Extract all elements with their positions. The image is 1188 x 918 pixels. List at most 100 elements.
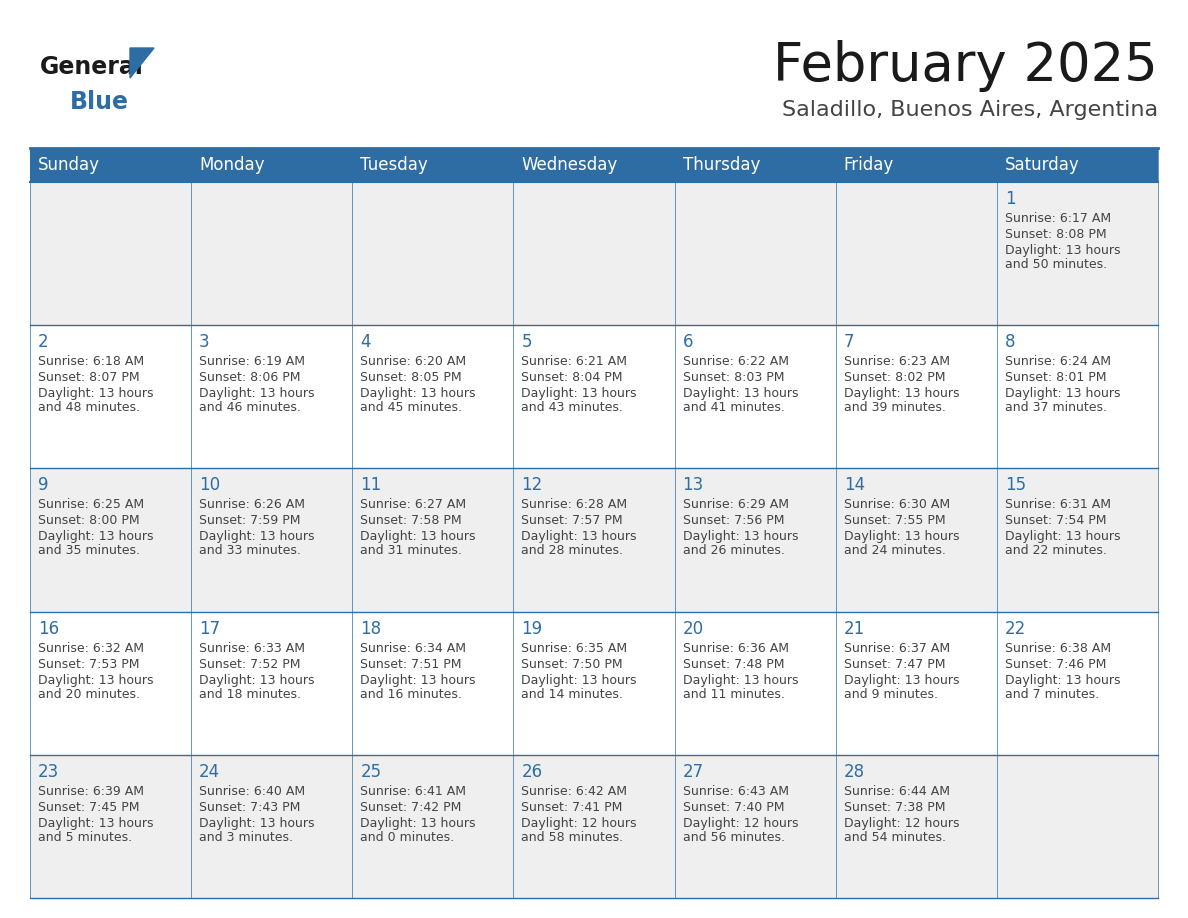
Text: Sunrise: 6:28 AM: Sunrise: 6:28 AM: [522, 498, 627, 511]
Text: and 33 minutes.: and 33 minutes.: [200, 544, 301, 557]
Text: and 45 minutes.: and 45 minutes.: [360, 401, 462, 414]
Text: and 18 minutes.: and 18 minutes.: [200, 688, 301, 700]
Text: Sunrise: 6:33 AM: Sunrise: 6:33 AM: [200, 642, 305, 655]
Text: Blue: Blue: [70, 90, 129, 114]
Text: Tuesday: Tuesday: [360, 156, 428, 174]
Text: Sunrise: 6:22 AM: Sunrise: 6:22 AM: [683, 355, 789, 368]
Text: 10: 10: [200, 476, 220, 495]
Text: Daylight: 13 hours: Daylight: 13 hours: [683, 674, 798, 687]
Text: 2: 2: [38, 333, 49, 352]
Text: Saturday: Saturday: [1005, 156, 1080, 174]
Text: 1: 1: [1005, 190, 1016, 208]
Polygon shape: [129, 48, 154, 78]
Text: Sunrise: 6:34 AM: Sunrise: 6:34 AM: [360, 642, 466, 655]
Text: and 46 minutes.: and 46 minutes.: [200, 401, 301, 414]
Text: Sunset: 7:46 PM: Sunset: 7:46 PM: [1005, 657, 1106, 671]
Text: Daylight: 13 hours: Daylight: 13 hours: [843, 674, 959, 687]
Text: Daylight: 12 hours: Daylight: 12 hours: [522, 817, 637, 830]
Text: Sunrise: 6:26 AM: Sunrise: 6:26 AM: [200, 498, 305, 511]
Bar: [30, 148, 1158, 182]
Text: Sunset: 7:59 PM: Sunset: 7:59 PM: [200, 514, 301, 528]
Text: Daylight: 13 hours: Daylight: 13 hours: [1005, 244, 1120, 257]
Text: Sunrise: 6:30 AM: Sunrise: 6:30 AM: [843, 498, 950, 511]
Text: 7: 7: [843, 333, 854, 352]
Text: Daylight: 13 hours: Daylight: 13 hours: [200, 674, 315, 687]
Text: Sunrise: 6:36 AM: Sunrise: 6:36 AM: [683, 642, 789, 655]
Text: Sunrise: 6:43 AM: Sunrise: 6:43 AM: [683, 785, 789, 798]
Text: 24: 24: [200, 763, 220, 781]
Text: Sunrise: 6:29 AM: Sunrise: 6:29 AM: [683, 498, 789, 511]
Text: 27: 27: [683, 763, 703, 781]
Text: Daylight: 13 hours: Daylight: 13 hours: [200, 531, 315, 543]
Text: Daylight: 13 hours: Daylight: 13 hours: [38, 817, 153, 830]
Text: Sunset: 8:01 PM: Sunset: 8:01 PM: [1005, 371, 1106, 385]
Text: 11: 11: [360, 476, 381, 495]
Bar: [30, 468, 1158, 611]
Text: Sunset: 8:03 PM: Sunset: 8:03 PM: [683, 371, 784, 385]
Text: Sunrise: 6:19 AM: Sunrise: 6:19 AM: [200, 355, 305, 368]
Text: Daylight: 13 hours: Daylight: 13 hours: [360, 387, 475, 400]
Text: Sunset: 7:56 PM: Sunset: 7:56 PM: [683, 514, 784, 528]
Text: 19: 19: [522, 620, 543, 638]
Text: and 24 minutes.: and 24 minutes.: [843, 544, 946, 557]
Text: Sunrise: 6:23 AM: Sunrise: 6:23 AM: [843, 355, 949, 368]
Text: 20: 20: [683, 620, 703, 638]
Bar: [30, 755, 1158, 898]
Text: and 11 minutes.: and 11 minutes.: [683, 688, 784, 700]
Text: Sunset: 7:52 PM: Sunset: 7:52 PM: [200, 657, 301, 671]
Text: 21: 21: [843, 620, 865, 638]
Text: Sunset: 8:04 PM: Sunset: 8:04 PM: [522, 371, 623, 385]
Text: and 22 minutes.: and 22 minutes.: [1005, 544, 1107, 557]
Text: and 48 minutes.: and 48 minutes.: [38, 401, 140, 414]
Text: Sunset: 8:02 PM: Sunset: 8:02 PM: [843, 371, 946, 385]
Text: 6: 6: [683, 333, 693, 352]
Text: Sunset: 7:57 PM: Sunset: 7:57 PM: [522, 514, 623, 528]
Text: and 58 minutes.: and 58 minutes.: [522, 831, 624, 844]
Text: Wednesday: Wednesday: [522, 156, 618, 174]
Text: Sunrise: 6:42 AM: Sunrise: 6:42 AM: [522, 785, 627, 798]
Text: and 28 minutes.: and 28 minutes.: [522, 544, 624, 557]
Text: Daylight: 13 hours: Daylight: 13 hours: [38, 387, 153, 400]
Text: and 54 minutes.: and 54 minutes.: [843, 831, 946, 844]
Text: #1a1a1a: #1a1a1a: [40, 58, 46, 59]
Text: 9: 9: [38, 476, 49, 495]
Text: Daylight: 13 hours: Daylight: 13 hours: [360, 674, 475, 687]
Text: and 0 minutes.: and 0 minutes.: [360, 831, 455, 844]
Text: Sunset: 8:08 PM: Sunset: 8:08 PM: [1005, 228, 1106, 241]
Text: Daylight: 13 hours: Daylight: 13 hours: [360, 531, 475, 543]
Text: Daylight: 13 hours: Daylight: 13 hours: [1005, 531, 1120, 543]
Text: Daylight: 13 hours: Daylight: 13 hours: [38, 531, 153, 543]
Text: 15: 15: [1005, 476, 1026, 495]
Text: and 39 minutes.: and 39 minutes.: [843, 401, 946, 414]
Text: 22: 22: [1005, 620, 1026, 638]
Text: Sunrise: 6:39 AM: Sunrise: 6:39 AM: [38, 785, 144, 798]
Text: Daylight: 13 hours: Daylight: 13 hours: [200, 387, 315, 400]
Text: Sunrise: 6:31 AM: Sunrise: 6:31 AM: [1005, 498, 1111, 511]
Text: Sunset: 7:42 PM: Sunset: 7:42 PM: [360, 800, 462, 813]
Text: and 43 minutes.: and 43 minutes.: [522, 401, 624, 414]
Text: and 26 minutes.: and 26 minutes.: [683, 544, 784, 557]
Text: Sunrise: 6:35 AM: Sunrise: 6:35 AM: [522, 642, 627, 655]
Text: Sunrise: 6:18 AM: Sunrise: 6:18 AM: [38, 355, 144, 368]
Text: Sunrise: 6:25 AM: Sunrise: 6:25 AM: [38, 498, 144, 511]
Text: and 41 minutes.: and 41 minutes.: [683, 401, 784, 414]
Bar: [30, 325, 1158, 468]
Text: Monday: Monday: [200, 156, 265, 174]
Text: Sunset: 7:51 PM: Sunset: 7:51 PM: [360, 657, 462, 671]
Text: Sunset: 7:53 PM: Sunset: 7:53 PM: [38, 657, 139, 671]
Text: Sunday: Sunday: [38, 156, 100, 174]
Text: Sunrise: 6:21 AM: Sunrise: 6:21 AM: [522, 355, 627, 368]
Text: 17: 17: [200, 620, 220, 638]
Text: and 14 minutes.: and 14 minutes.: [522, 688, 624, 700]
Text: Sunset: 7:41 PM: Sunset: 7:41 PM: [522, 800, 623, 813]
Text: Daylight: 13 hours: Daylight: 13 hours: [522, 531, 637, 543]
Text: Sunset: 7:47 PM: Sunset: 7:47 PM: [843, 657, 946, 671]
Text: Daylight: 12 hours: Daylight: 12 hours: [843, 817, 959, 830]
Text: Sunrise: 6:41 AM: Sunrise: 6:41 AM: [360, 785, 466, 798]
Text: Sunset: 8:05 PM: Sunset: 8:05 PM: [360, 371, 462, 385]
Text: Sunset: 7:38 PM: Sunset: 7:38 PM: [843, 800, 946, 813]
Text: Daylight: 12 hours: Daylight: 12 hours: [683, 817, 798, 830]
Bar: [30, 182, 1158, 325]
Text: Daylight: 13 hours: Daylight: 13 hours: [683, 531, 798, 543]
Text: Daylight: 13 hours: Daylight: 13 hours: [522, 387, 637, 400]
